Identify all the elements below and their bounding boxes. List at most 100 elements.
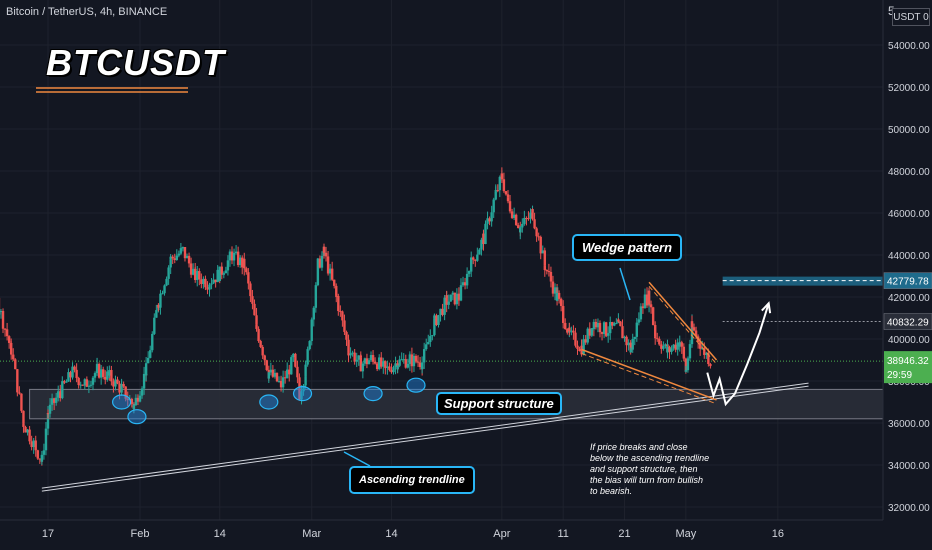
candle-body — [371, 357, 375, 362]
candle-body — [91, 377, 95, 385]
candle-body — [175, 255, 178, 260]
candle-body — [343, 320, 346, 332]
chart-title-annotation: BTCUSDT — [46, 42, 225, 83]
candle-body — [328, 268, 332, 274]
candle-body — [453, 292, 457, 305]
candle-body — [523, 217, 526, 224]
candle-body — [625, 336, 628, 346]
candle-body — [238, 257, 242, 266]
candle-body — [639, 306, 643, 320]
trendline-label-pointer — [343, 451, 371, 467]
ascending-trendline — [41, 382, 809, 489]
candle-body — [420, 362, 424, 370]
candle-body — [130, 398, 134, 404]
candle-body — [151, 333, 154, 351]
candle-body — [412, 355, 416, 367]
candle-body — [433, 315, 436, 319]
candle-body — [16, 369, 19, 393]
candle-body — [81, 384, 84, 386]
candle-body — [566, 329, 569, 333]
candle-body — [93, 373, 97, 378]
candle-body — [30, 441, 33, 448]
candle-body — [138, 395, 142, 402]
candle-body — [643, 294, 647, 309]
candle-body — [324, 252, 328, 257]
candle-body — [398, 359, 401, 366]
candle-body — [187, 255, 191, 264]
candle-body — [216, 269, 219, 283]
candle-body — [637, 319, 641, 323]
candle-body — [609, 322, 612, 334]
candle-body — [494, 191, 497, 200]
candle-body — [198, 271, 201, 280]
candle-body — [71, 366, 74, 377]
target-price-badge: 42779.78 — [887, 277, 929, 288]
candle-body — [189, 263, 193, 275]
candle-body — [543, 265, 546, 271]
candle-body — [320, 255, 324, 268]
price-levels — [0, 276, 883, 362]
candle-body — [153, 317, 156, 334]
candle-body — [615, 323, 618, 325]
candle-body — [257, 328, 260, 342]
candle-body — [588, 328, 591, 336]
candle-body — [54, 397, 58, 403]
candle-body — [678, 342, 681, 347]
candle-body — [292, 353, 295, 356]
candle-body — [404, 359, 407, 368]
candle-body — [604, 322, 608, 336]
level-price-badge: 40832.29 — [887, 318, 929, 329]
candle-body — [457, 299, 461, 301]
price-tick-label: 52000.00 — [888, 83, 930, 94]
candle-body — [306, 349, 309, 365]
wedge-upper-line — [648, 281, 718, 361]
candle-body — [570, 330, 573, 332]
candle-body — [206, 288, 209, 290]
level-price-badge-bg — [883, 313, 932, 330]
candle-body — [447, 301, 450, 305]
wedge-lower-line-dashed — [581, 353, 717, 405]
candle-body — [384, 364, 387, 368]
candle-body — [271, 369, 275, 377]
time-tick-label: 14 — [385, 528, 397, 540]
candle-body — [316, 258, 320, 261]
candle-body — [512, 214, 516, 218]
candle-body — [596, 322, 600, 328]
ascending-trendline-label: Ascending trendline — [349, 466, 475, 494]
currency-selector[interactable]: USDT 0 — [892, 8, 930, 26]
candle-body — [22, 410, 25, 424]
time-tick-label: 17 — [42, 528, 54, 540]
candle-body — [73, 366, 76, 370]
candle-body — [50, 398, 54, 405]
candle-body — [304, 376, 307, 386]
candle-body — [598, 322, 602, 333]
candle-body — [308, 341, 311, 350]
candle-body — [425, 344, 428, 350]
candle-body — [613, 323, 616, 326]
candle-body — [433, 318, 436, 336]
candle-body — [24, 426, 27, 433]
candle-body — [394, 363, 397, 368]
candle-body — [304, 364, 307, 377]
candle-body — [441, 308, 444, 315]
time-axis-bg — [0, 520, 932, 550]
candle-body — [549, 271, 553, 282]
candle-body — [210, 283, 213, 285]
candle-body — [279, 380, 283, 388]
candle-body — [44, 428, 48, 451]
candle-body — [629, 349, 632, 353]
wedge-lower-line — [581, 348, 717, 401]
candle-body — [302, 385, 305, 392]
candle-body — [361, 363, 365, 372]
candle-body — [0, 311, 3, 313]
candle-body — [373, 361, 377, 364]
candle-body — [414, 355, 418, 362]
candle-body — [83, 379, 86, 382]
candle-body — [171, 256, 174, 259]
candle-body — [437, 315, 440, 326]
candle-body — [110, 370, 113, 382]
candle-body — [535, 228, 538, 237]
candle-body — [126, 398, 129, 401]
candle-body — [89, 384, 93, 386]
